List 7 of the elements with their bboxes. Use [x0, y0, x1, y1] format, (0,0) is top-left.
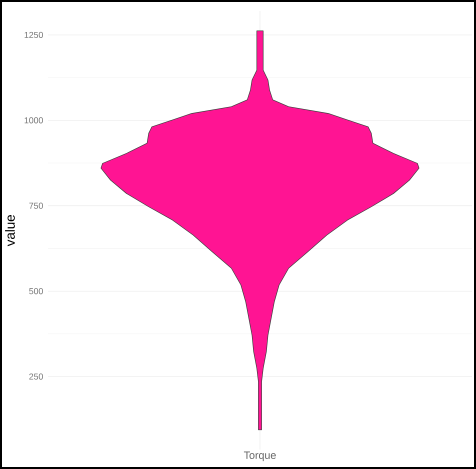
y-axis-title: value — [5, 215, 15, 246]
y-tick-label: 500 — [29, 288, 43, 294]
y-tick-label: 750 — [29, 202, 43, 209]
y-tick-label: 1000 — [24, 117, 43, 124]
y-tick-label: 250 — [29, 373, 43, 380]
y-tick-label: 1250 — [24, 32, 43, 38]
x-axis-title: Torque — [244, 452, 276, 462]
